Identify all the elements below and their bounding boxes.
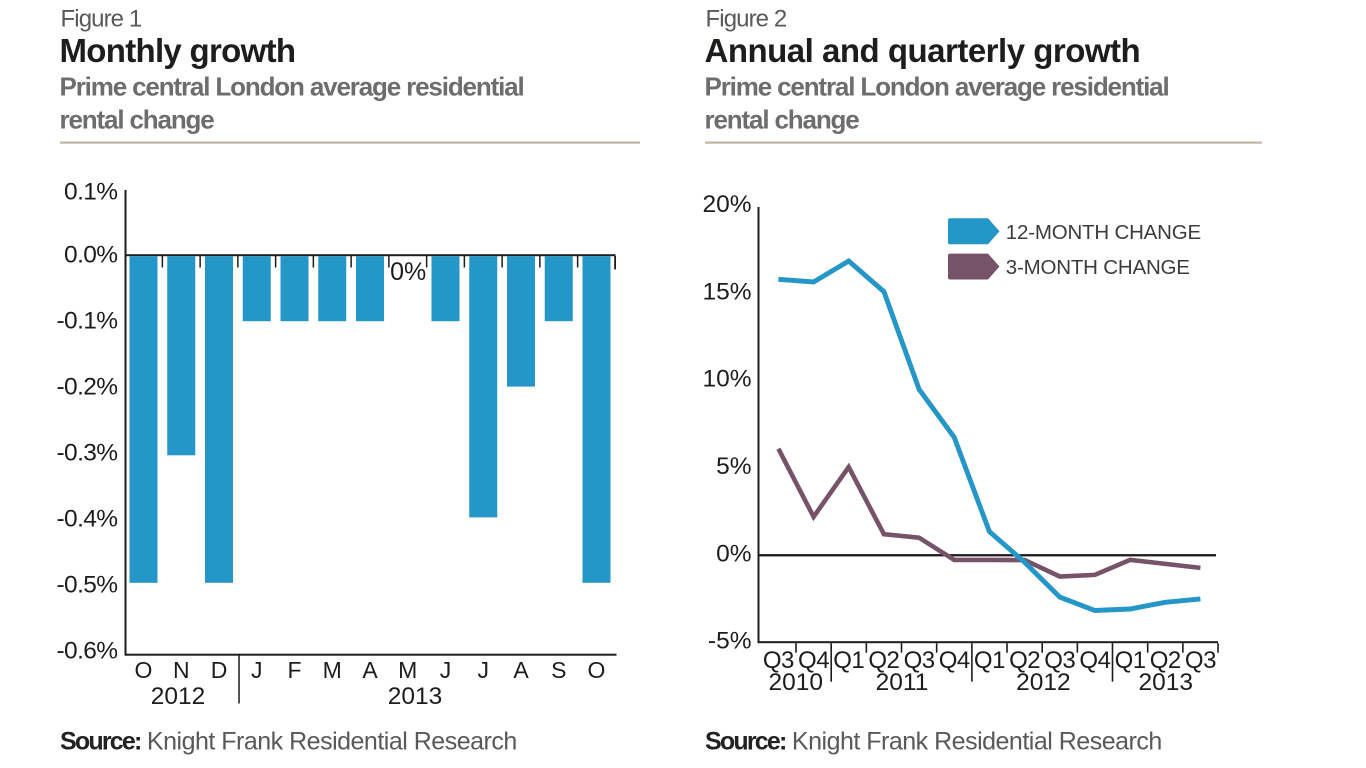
- svg-text:2011: 2011: [876, 669, 929, 696]
- svg-text:Q4: Q4: [798, 647, 829, 674]
- svg-text:Source: Knight Frank Residenti: Source: Knight Frank Residential Researc…: [705, 728, 1162, 756]
- svg-text:-0.6%: -0.6%: [56, 637, 117, 664]
- svg-text:20%: 20%: [702, 191, 751, 218]
- svg-text:rental change: rental change: [705, 105, 860, 135]
- svg-text:Q2: Q2: [868, 647, 899, 674]
- svg-text:Q1: Q1: [974, 647, 1005, 674]
- svg-text:Q4: Q4: [939, 647, 970, 674]
- svg-text:Q4: Q4: [1079, 647, 1110, 674]
- svg-text:0.0%: 0.0%: [64, 241, 117, 268]
- svg-text:-0.1%: -0.1%: [56, 307, 117, 334]
- svg-text:Q3: Q3: [904, 647, 935, 674]
- svg-text:Figure 1: Figure 1: [61, 6, 142, 33]
- svg-text:M: M: [323, 657, 342, 683]
- svg-text:-0.4%: -0.4%: [56, 505, 117, 532]
- svg-text:2013: 2013: [1138, 669, 1193, 696]
- svg-text:N: N: [173, 657, 190, 683]
- svg-text:10%: 10%: [702, 366, 751, 393]
- svg-text:Q3: Q3: [1044, 647, 1075, 674]
- svg-text:O: O: [135, 657, 153, 683]
- svg-text:O: O: [588, 657, 606, 683]
- svg-text:3-MONTH CHANGE: 3-MONTH CHANGE: [1006, 256, 1190, 279]
- svg-text:Q3: Q3: [1185, 647, 1216, 674]
- svg-text:A: A: [513, 657, 529, 683]
- svg-text:J: J: [251, 657, 263, 683]
- svg-text:-0.5%: -0.5%: [56, 571, 117, 598]
- svg-text:-5%: -5%: [708, 628, 752, 655]
- svg-text:2012: 2012: [151, 683, 206, 710]
- svg-text:J: J: [478, 657, 490, 683]
- svg-text:Monthly growth: Monthly growth: [60, 32, 296, 69]
- svg-text:Q1: Q1: [833, 647, 864, 674]
- svg-text:2013: 2013: [388, 683, 443, 710]
- svg-text:F: F: [287, 657, 301, 683]
- svg-text:J: J: [440, 657, 452, 683]
- svg-text:rental change: rental change: [60, 105, 215, 135]
- svg-text:12-MONTH CHANGE: 12-MONTH CHANGE: [1006, 221, 1201, 244]
- svg-text:Q1: Q1: [1115, 647, 1146, 674]
- svg-text:Q3: Q3: [763, 647, 794, 674]
- svg-text:Source: Knight Frank Residenti: Source: Knight Frank Residential Researc…: [60, 728, 517, 756]
- svg-text:15%: 15%: [702, 278, 751, 305]
- svg-text:Q2: Q2: [1009, 647, 1040, 674]
- svg-text:-0.3%: -0.3%: [56, 439, 117, 466]
- svg-text:S: S: [551, 657, 566, 683]
- svg-text:Figure 2: Figure 2: [706, 6, 787, 33]
- svg-text:0%: 0%: [716, 540, 751, 567]
- svg-text:Annual and quarterly growth: Annual and quarterly growth: [705, 32, 1141, 69]
- svg-text:Q2: Q2: [1150, 647, 1181, 674]
- svg-text:Prime central London average r: Prime central London average residential: [705, 72, 1169, 102]
- svg-text:5%: 5%: [716, 453, 751, 480]
- svg-text:D: D: [211, 657, 228, 683]
- svg-text:-0.2%: -0.2%: [56, 373, 117, 400]
- svg-text:M: M: [398, 657, 417, 683]
- svg-text:0%: 0%: [390, 258, 426, 286]
- svg-text:2010: 2010: [769, 669, 824, 696]
- svg-text:0.1%: 0.1%: [64, 178, 117, 205]
- svg-text:2012: 2012: [1016, 669, 1071, 696]
- svg-text:Prime central London average r: Prime central London average residential: [60, 72, 524, 102]
- svg-text:A: A: [362, 657, 378, 683]
